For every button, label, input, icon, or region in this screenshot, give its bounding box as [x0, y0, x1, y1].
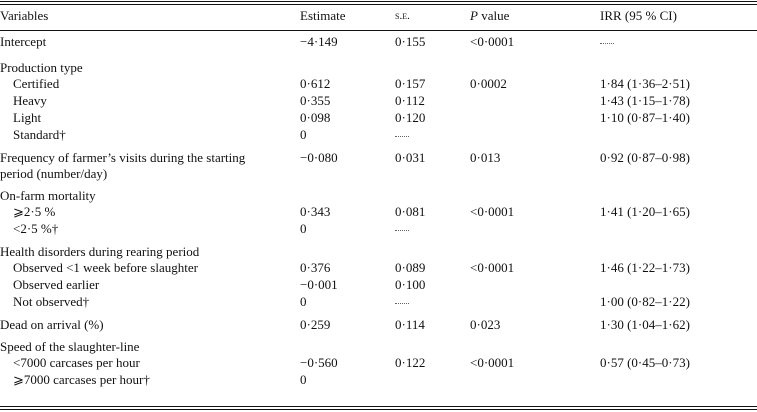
header-p-value: P value [470, 8, 600, 28]
table-row: Dead on arrival (%) 0·259 0·114 0·023 1·… [0, 311, 757, 333]
table-row: Not observed† 0 1·00 (0·82–1·22) [0, 294, 757, 311]
group-label: On-farm mortality [0, 188, 96, 203]
estimate-cell: 0 [300, 221, 307, 236]
row-label: Observed earlier [13, 277, 100, 292]
group-row: Health disorders during rearing period [0, 238, 757, 260]
se-cell: 0·112 [395, 93, 425, 108]
estimate-cell: 0 [300, 127, 307, 142]
row-label: ⩾7000 carcases per hour† [13, 372, 150, 387]
table-row: <7000 carcases per hour −0·560 0·122 <0·… [0, 355, 757, 372]
top-rule-inner [0, 4, 757, 5]
p-cell: 0·013 [470, 150, 501, 165]
table-row: Intercept −4·149 0·155 <0·0001 [0, 28, 757, 54]
estimate-cell: 0·343 [300, 204, 331, 219]
group-label: Production type [0, 60, 83, 75]
se-cell: 0·157 [395, 76, 426, 91]
header-p-rest: value [477, 8, 510, 23]
p-cell: <0·0001 [470, 34, 515, 49]
row-label: <2·5 %† [13, 221, 59, 236]
header-row: Variables Estimate s.e. P value IRR (95 … [0, 8, 757, 28]
top-rule [0, 1, 757, 2]
se-cell [395, 127, 470, 144]
row-label: Heavy [13, 93, 47, 108]
row-label: Frequency of farmer’s visits during the … [0, 150, 246, 181]
table-row: Standard† 0 [0, 127, 757, 144]
se-cell: 0·089 [395, 260, 426, 275]
p-cell: <0·0001 [470, 204, 515, 219]
empty-dash [395, 229, 409, 231]
se-cell: 0·155 [395, 34, 426, 49]
p-cell: <0·0001 [470, 355, 515, 370]
table-row: Heavy 0·355 0·112 1·43 (1·15–1·78) [0, 93, 757, 110]
estimate-cell: 0·376 [300, 260, 331, 275]
row-label: Intercept [0, 34, 47, 49]
se-cell: 0·120 [395, 110, 426, 125]
estimate-cell: 0 [300, 294, 307, 309]
group-row: Production type [0, 54, 757, 76]
table-row: Light 0·098 0·120 1·10 (0·87–1·40) [0, 110, 757, 127]
empty-dash [600, 42, 614, 44]
row-label: Standard† [13, 127, 66, 142]
row-label: Not observed† [13, 294, 90, 309]
header-estimate: Estimate [300, 8, 346, 23]
row-label: Dead on arrival (%) [0, 317, 104, 332]
estimate-cell: 0·355 [300, 93, 331, 108]
estimate-cell: −0·080 [300, 150, 338, 165]
group-row: Speed of the slaughter-line [0, 333, 757, 355]
p-cell: 0·023 [470, 317, 501, 332]
se-cell: 0·031 [395, 150, 426, 165]
table-row: <2·5 %† 0 [0, 221, 757, 238]
table-row: Certified 0·612 0·157 0·0002 1·84 (1·36–… [0, 76, 757, 93]
irr-cell: 1·41 (1·20–1·65) [600, 204, 690, 219]
header-irr: IRR (95 % CI) [600, 8, 677, 23]
estimate-cell: 0·612 [300, 76, 331, 91]
se-cell [395, 294, 470, 311]
header-variables: Variables [0, 8, 49, 23]
estimate-cell: −0·001 [300, 277, 338, 292]
estimate-cell: −4·149 [300, 34, 338, 49]
header-p-italic: P [470, 8, 478, 23]
irr-cell: 1·10 (0·87–1·40) [600, 110, 690, 125]
irr-cell [600, 28, 757, 54]
estimate-cell: 0·098 [300, 110, 331, 125]
group-label: Health disorders during rearing period [0, 244, 200, 259]
table-row: Observed earlier −0·001 0·100 [0, 277, 757, 294]
table-row: ⩾2·5 % 0·343 0·081 <0·0001 1·41 (1·20–1·… [0, 204, 757, 221]
row-label: Light [13, 110, 42, 125]
table-row: Frequency of farmer’s visits during the … [0, 144, 757, 182]
table-row: ⩾7000 carcases per hour† 0 [0, 372, 757, 389]
p-cell: 0·0002 [470, 76, 507, 91]
row-label: Observed <1 week before slaughter [13, 260, 198, 275]
row-label: <7000 carcases per hour [13, 355, 140, 370]
p-cell: <0·0001 [470, 260, 515, 275]
empty-dash [395, 302, 409, 304]
irr-cell: 0·92 (0·87–0·98) [600, 150, 690, 165]
header-se: s.e. [395, 10, 410, 22]
bottom-rule [0, 406, 757, 407]
estimate-cell: 0·259 [300, 317, 331, 332]
group-row: On-farm mortality [0, 182, 757, 204]
se-cell [395, 221, 470, 238]
irr-cell: 0·57 (0·45–0·73) [600, 355, 690, 370]
irr-cell: 1·84 (1·36–2·51) [600, 76, 690, 91]
se-cell: 0·100 [395, 277, 426, 292]
regression-table: Variables Estimate s.e. P value IRR (95 … [0, 8, 757, 389]
se-cell: 0·081 [395, 204, 426, 219]
irr-cell: 1·43 (1·15–1·78) [600, 93, 690, 108]
irr-cell: 1·46 (1·22–1·73) [600, 260, 690, 275]
empty-dash [395, 135, 409, 137]
estimate-cell: 0 [300, 372, 307, 387]
irr-cell: 1·30 (1·04–1·62) [600, 317, 690, 332]
se-cell: 0·122 [395, 355, 426, 370]
estimate-cell: −0·560 [300, 355, 338, 370]
irr-cell: 1·00 (0·82–1·22) [600, 294, 690, 309]
group-label: Speed of the slaughter-line [0, 339, 140, 354]
table-row: Observed <1 week before slaughter 0·376 … [0, 260, 757, 277]
row-label: Certified [13, 76, 60, 91]
row-label: ⩾2·5 % [13, 204, 56, 219]
se-cell: 0·114 [395, 317, 425, 332]
header-rule [0, 30, 757, 31]
bottom-rule-outer [0, 409, 757, 410]
